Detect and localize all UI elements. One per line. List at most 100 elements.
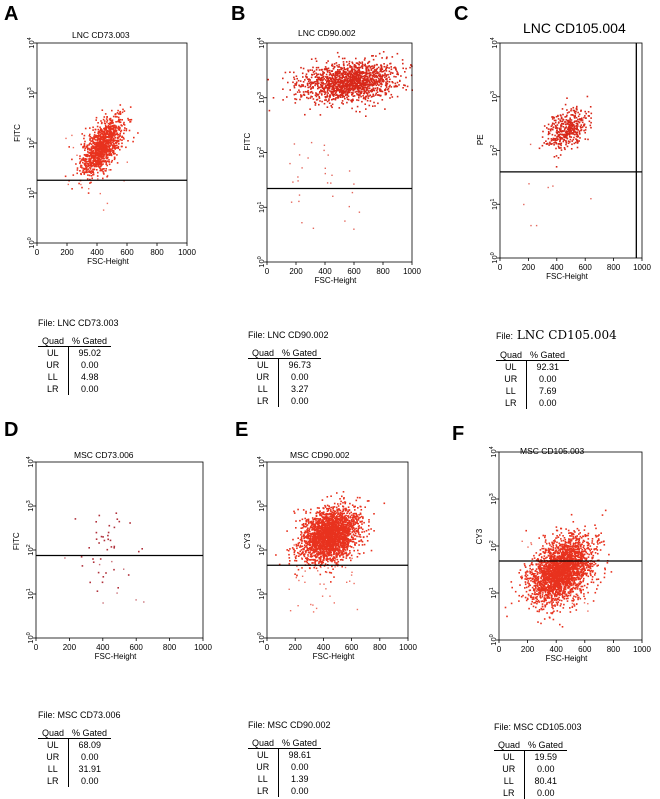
data-point — [302, 519, 304, 521]
data-point — [333, 514, 335, 516]
data-point — [300, 80, 302, 82]
data-point — [361, 65, 363, 67]
data-point — [548, 131, 550, 133]
data-point — [327, 496, 329, 498]
outlier-point — [100, 193, 101, 194]
data-point — [124, 127, 126, 129]
data-point — [98, 135, 100, 137]
data-point — [375, 55, 377, 57]
data-point — [325, 76, 327, 78]
data-point — [327, 89, 329, 91]
data-point — [350, 90, 352, 92]
data-point — [110, 129, 112, 131]
data-point — [323, 76, 325, 78]
data-point — [348, 84, 350, 86]
data-point — [306, 77, 308, 79]
data-point — [370, 78, 372, 80]
data-point — [368, 519, 370, 521]
data-point — [562, 108, 564, 110]
data-point — [322, 88, 324, 90]
data-point — [385, 84, 387, 86]
data-point — [376, 90, 378, 92]
y-tick-label: 100 — [257, 256, 266, 267]
data-point — [358, 514, 360, 516]
data-point — [570, 114, 572, 116]
data-point — [119, 135, 121, 137]
data-point — [85, 160, 87, 162]
data-point — [577, 119, 579, 121]
data-point — [364, 79, 366, 81]
data-point — [293, 72, 295, 74]
data-point — [368, 525, 370, 527]
data-point — [345, 510, 347, 512]
data-point — [321, 101, 323, 103]
data-point — [364, 92, 366, 94]
data-point — [119, 112, 121, 114]
data-point — [97, 122, 99, 124]
data-point — [105, 145, 107, 147]
data-point — [367, 500, 369, 502]
data-point — [389, 63, 391, 65]
outlier-point — [123, 569, 124, 570]
data-point — [349, 86, 351, 88]
data-point — [575, 120, 577, 122]
data-point — [386, 93, 388, 95]
x-axis-label: FSC-Height — [95, 652, 138, 661]
data-point — [353, 513, 355, 515]
data-point — [402, 63, 404, 65]
data-point — [100, 159, 102, 161]
data-point — [103, 154, 105, 156]
panel-label: E — [235, 419, 248, 441]
data-point — [574, 116, 576, 118]
outlier-point — [349, 170, 350, 171]
data-point — [115, 142, 117, 144]
data-point — [311, 77, 313, 79]
data-point — [347, 98, 349, 100]
data-point — [342, 86, 344, 88]
data-point — [293, 77, 295, 79]
data-point — [324, 103, 326, 105]
data-point — [336, 507, 338, 509]
y-tick-label: 100 — [27, 237, 36, 248]
data-point — [565, 144, 567, 146]
data-point — [117, 518, 119, 520]
x-axis-label: FSC-Height — [87, 257, 130, 266]
data-point — [555, 148, 557, 150]
outlier-point — [297, 176, 298, 177]
data-point — [358, 536, 360, 538]
data-point — [387, 74, 389, 76]
data-point — [127, 140, 129, 142]
outlier-point — [323, 150, 324, 151]
data-point — [559, 147, 561, 149]
data-point — [355, 91, 357, 93]
x-tick-label: 200 — [289, 267, 303, 276]
data-point — [345, 90, 347, 92]
data-point — [85, 162, 87, 164]
data-point — [293, 85, 295, 87]
data-point — [576, 129, 578, 131]
data-point — [355, 518, 357, 520]
data-point — [569, 136, 571, 138]
data-point — [303, 68, 305, 70]
data-point — [539, 148, 541, 150]
data-point — [297, 545, 299, 547]
data-point — [91, 163, 93, 165]
data-point — [90, 158, 92, 160]
data-point — [346, 555, 348, 557]
data-point — [339, 92, 341, 94]
data-point — [404, 85, 406, 87]
data-point — [309, 82, 311, 84]
data-point — [95, 119, 97, 121]
data-point — [343, 65, 345, 67]
data-point — [319, 100, 321, 102]
data-point — [118, 126, 120, 128]
data-point — [356, 91, 358, 93]
data-point — [575, 113, 577, 115]
data-point — [370, 74, 372, 76]
data-point — [305, 536, 307, 538]
y-tick-label: 102 — [490, 145, 499, 156]
data-point — [565, 142, 567, 144]
data-point — [341, 85, 343, 87]
data-point — [392, 96, 394, 98]
outlier-point — [107, 176, 108, 177]
